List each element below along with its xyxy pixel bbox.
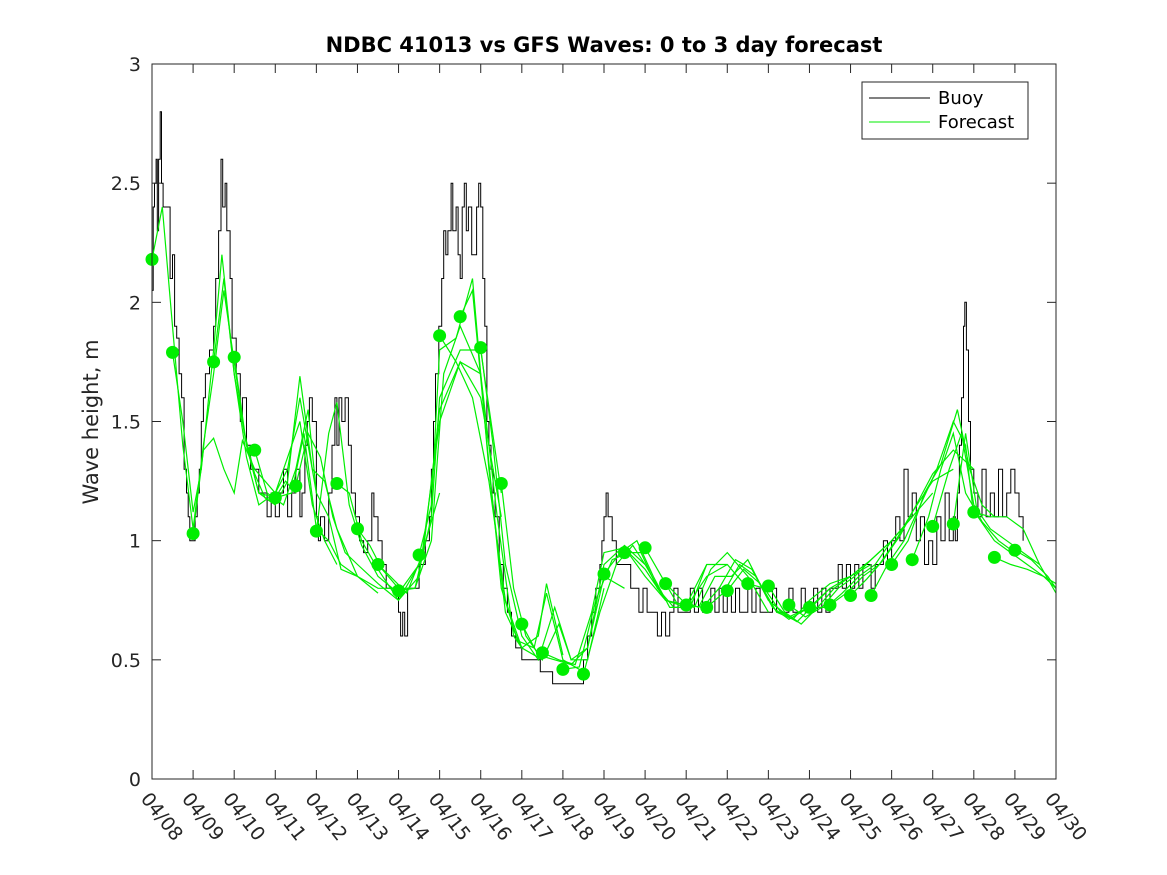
y-tick-label: 0.5 bbox=[111, 650, 141, 672]
forecast-marker bbox=[268, 491, 282, 505]
forecast-marker bbox=[597, 567, 611, 581]
forecast-line bbox=[295, 431, 420, 602]
forecast-marker bbox=[207, 355, 221, 369]
legend-box bbox=[861, 81, 1029, 140]
y-tick-label: 3 bbox=[129, 54, 141, 76]
forecast-marker bbox=[864, 589, 878, 602]
forecast-line bbox=[336, 361, 482, 602]
legend-buoy-label: Buoy bbox=[938, 88, 984, 109]
forecast-marker bbox=[967, 505, 981, 519]
forecast-marker bbox=[946, 517, 960, 531]
forecast-marker bbox=[330, 477, 344, 490]
forecast-line bbox=[911, 431, 1016, 560]
forecast-line bbox=[542, 547, 667, 666]
forecast-marker bbox=[741, 577, 755, 591]
forecast-line bbox=[377, 360, 502, 595]
forecast-marker bbox=[638, 541, 652, 555]
forecast-marker bbox=[885, 558, 899, 571]
forecast-marker bbox=[515, 617, 529, 631]
y-axis: 0 0.5 1 1.5 2 2.5 3 bbox=[111, 54, 1056, 791]
forecast-marker bbox=[392, 584, 405, 598]
forecast-marker bbox=[433, 329, 447, 343]
forecast-line bbox=[973, 511, 1056, 594]
y-tick-label: 1 bbox=[129, 531, 141, 553]
forecast-line bbox=[152, 206, 276, 529]
forecast-marker bbox=[926, 519, 940, 533]
forecast-marker bbox=[453, 310, 467, 324]
forecast-marker bbox=[227, 350, 241, 364]
forecast-line bbox=[275, 433, 399, 589]
y-tick-label: 2.5 bbox=[111, 173, 141, 195]
forecast-marker bbox=[700, 600, 714, 614]
forecast-line bbox=[891, 409, 995, 565]
forecast-marker bbox=[844, 589, 857, 602]
forecast-marker bbox=[166, 345, 179, 359]
forecast-marker bbox=[720, 584, 734, 598]
forecast-marker bbox=[248, 443, 262, 457]
y-tick-label: 1.5 bbox=[111, 412, 141, 434]
forecast-marker bbox=[351, 522, 364, 536]
forecast-marker bbox=[474, 341, 488, 355]
forecast-marker bbox=[987, 550, 1001, 564]
forecast-line bbox=[788, 516, 913, 618]
forecast-line bbox=[459, 288, 584, 673]
forecast-marker bbox=[186, 527, 200, 540]
forecast-marker bbox=[618, 546, 631, 560]
forecast-marker bbox=[494, 477, 508, 490]
forecast-line bbox=[1014, 549, 1056, 589]
forecast-line bbox=[952, 433, 1056, 589]
forecast-line bbox=[726, 568, 851, 621]
forecast-markers bbox=[145, 252, 1022, 681]
chart-title: NDBC 41013 vs GFS Waves: 0 to 3 day fore… bbox=[326, 33, 883, 57]
forecast-marker bbox=[803, 600, 816, 614]
forecast-marker bbox=[679, 598, 693, 612]
forecast-marker bbox=[782, 598, 796, 612]
legend: Buoy Forecast bbox=[861, 81, 1029, 140]
y-tick-label: 2 bbox=[129, 292, 141, 314]
forecast-marker bbox=[1008, 543, 1022, 557]
forecast-marker bbox=[412, 548, 426, 562]
forecast-marker bbox=[823, 598, 837, 612]
forecast-line bbox=[500, 483, 625, 662]
y-tick-label: 0 bbox=[129, 769, 141, 791]
forecast-marker bbox=[309, 524, 323, 538]
forecast-line bbox=[315, 402, 441, 594]
forecast-marker bbox=[556, 662, 570, 676]
forecast-line bbox=[850, 449, 975, 596]
forecast-marker bbox=[371, 558, 385, 571]
y-axis-label: Wave height, m bbox=[79, 339, 103, 504]
forecast-marker bbox=[535, 646, 549, 660]
legend-forecast-label: Forecast bbox=[938, 112, 1014, 133]
forecast-marker bbox=[659, 577, 673, 591]
forecast-marker bbox=[905, 553, 919, 567]
forecast-line bbox=[398, 324, 523, 649]
forecast-marker bbox=[761, 579, 775, 593]
forecast-marker bbox=[289, 479, 303, 493]
forecast-line bbox=[994, 556, 1056, 585]
forecast-marker bbox=[577, 667, 590, 681]
